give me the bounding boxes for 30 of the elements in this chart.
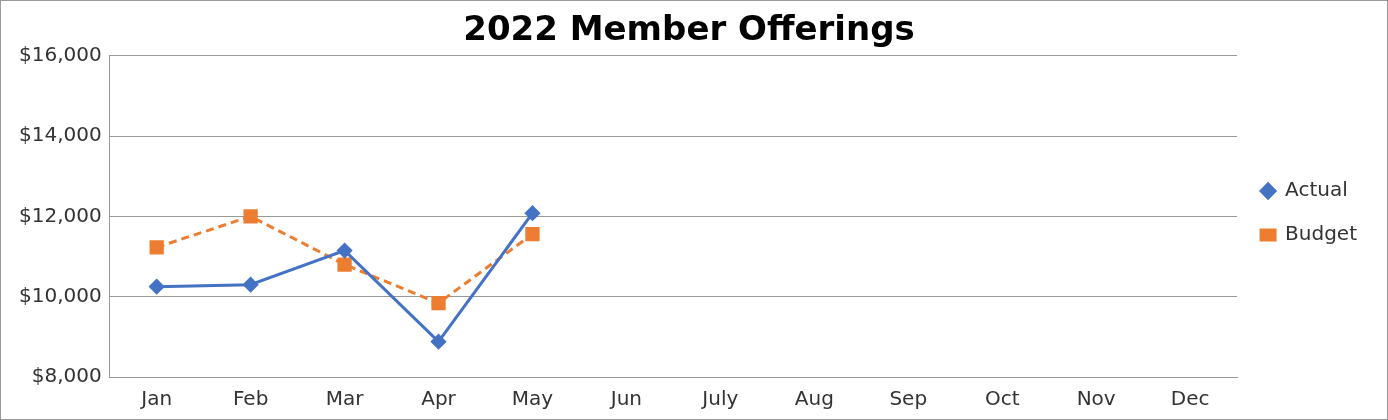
x-tick-label: Jun [608, 386, 643, 411]
point [243, 277, 259, 293]
x-tick-label: Aug [794, 386, 834, 411]
point [337, 257, 352, 272]
chart-title: 2022 Member Offerings [463, 8, 915, 49]
point [149, 279, 165, 295]
x-tick-label: Mar [325, 386, 365, 411]
x-tick-label: Dec [1170, 386, 1210, 411]
x-tick-label: July [700, 386, 739, 411]
y-tick-label: $16,000 [18, 42, 102, 66]
x-tick-label: Oct [984, 386, 1020, 411]
point [431, 334, 447, 350]
x-tick-label: Sep [889, 386, 928, 411]
x-tick-label: Apr [421, 386, 457, 411]
point [524, 205, 540, 221]
point [525, 226, 540, 242]
legend-label: Budget [1285, 221, 1358, 246]
x-tick-label: Feb [232, 386, 269, 411]
point [149, 240, 164, 255]
point [431, 295, 446, 311]
point [243, 209, 258, 224]
point [337, 243, 353, 259]
y-tick-label: $14,000 [18, 122, 102, 147]
x-tick-label: May [511, 386, 554, 411]
x-tick-label: Jan [139, 386, 173, 411]
y-tick-label: $8,000 [31, 363, 102, 388]
y-tick-label: $12,000 [18, 202, 102, 227]
legend-label: Actual [1285, 177, 1348, 202]
y-tick-label: $10,000 [18, 282, 102, 307]
x-tick-label: Nov [1076, 386, 1116, 411]
